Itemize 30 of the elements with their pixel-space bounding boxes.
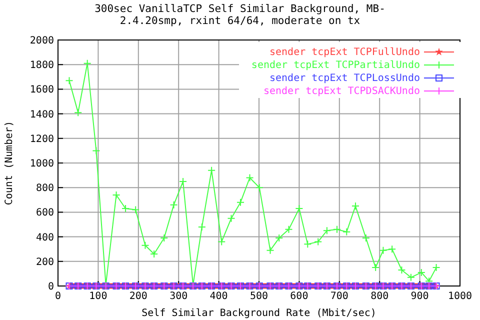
x-tick-label: 200	[129, 291, 148, 302]
chart-title: 300sec VanillaTCP Self Similar Background, MB-	[94, 3, 386, 15]
x-tick-label: 700	[330, 291, 348, 302]
legend-label: sender tcpExt TCPFullUndo	[269, 47, 420, 58]
x-axis-title: Self Similar Background Rate (Mbit/sec)	[142, 308, 376, 319]
legend-label: sender tcpExt TCPDSACKUndo	[263, 86, 420, 97]
y-axis-title: Count (Number)	[4, 120, 15, 206]
x-tick-label: 300	[170, 291, 188, 302]
x-tick-label: 800	[370, 291, 389, 302]
x-tick-label: 0	[54, 291, 62, 302]
y-tick-label: 0	[48, 282, 54, 292]
y-tick-label: 600	[36, 208, 54, 219]
y-tick-label: 1600	[30, 84, 54, 96]
x-tick-label: 100	[89, 291, 108, 302]
x-tick-label: 900	[410, 291, 429, 302]
chart-subtitle: 2.4.20smp, rxint 64/64, moderate on tx	[120, 15, 360, 27]
legend-label: sender tcpExt TCPPartialUndo	[251, 60, 420, 71]
x-tick-label: 1000	[448, 291, 472, 302]
y-tick-label: 400	[36, 232, 54, 244]
x-tick-label: 400	[210, 291, 228, 302]
legend-label: sender tcpExt TCPLossUndo	[269, 73, 420, 84]
y-tick-label: 1800	[30, 60, 54, 72]
y-tick-label: 800	[36, 183, 54, 194]
y-tick-label: 1200	[30, 134, 54, 145]
y-tick-label: 1000	[30, 158, 54, 170]
y-tick-label: 200	[36, 256, 54, 268]
x-tick-label: 600	[290, 291, 308, 302]
y-tick-label: 2000	[30, 36, 54, 46]
x-tick-label: 500	[250, 291, 268, 302]
y-tick-label: 1400	[30, 109, 54, 120]
